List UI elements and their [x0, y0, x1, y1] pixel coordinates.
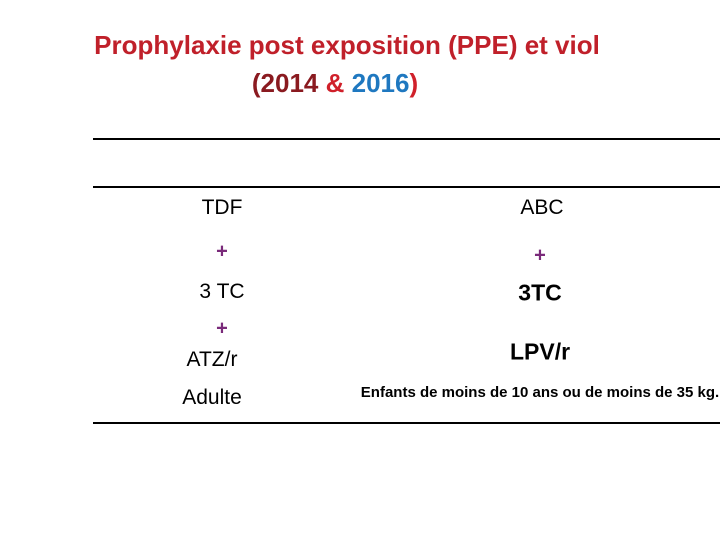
rule — [93, 138, 720, 140]
cell: + — [534, 244, 546, 267]
cell: + — [216, 317, 228, 340]
cell: LPV/r — [509, 338, 571, 365]
title-line2: (2014 & 2016) — [0, 68, 682, 99]
cell: ATZ/r — [186, 348, 238, 371]
cell: 3 TC — [199, 280, 245, 303]
cell: Adulte — [182, 386, 242, 409]
cell: TDF — [201, 196, 243, 219]
cell: + — [216, 240, 228, 263]
cell: Enfants de moins de 10 ans ou de moins d… — [360, 384, 720, 401]
title-part: (2014 — [251, 68, 319, 98]
title-part: & — [325, 68, 345, 98]
title-part: ) — [409, 68, 419, 98]
rule — [93, 186, 720, 188]
cell: 3TC — [518, 279, 562, 306]
title-line1: Prophylaxie post exposition (PPE) et vio… — [94, 30, 600, 60]
cell: ABC — [520, 196, 564, 219]
title-part: 2016 — [351, 68, 410, 98]
rule — [93, 422, 720, 424]
